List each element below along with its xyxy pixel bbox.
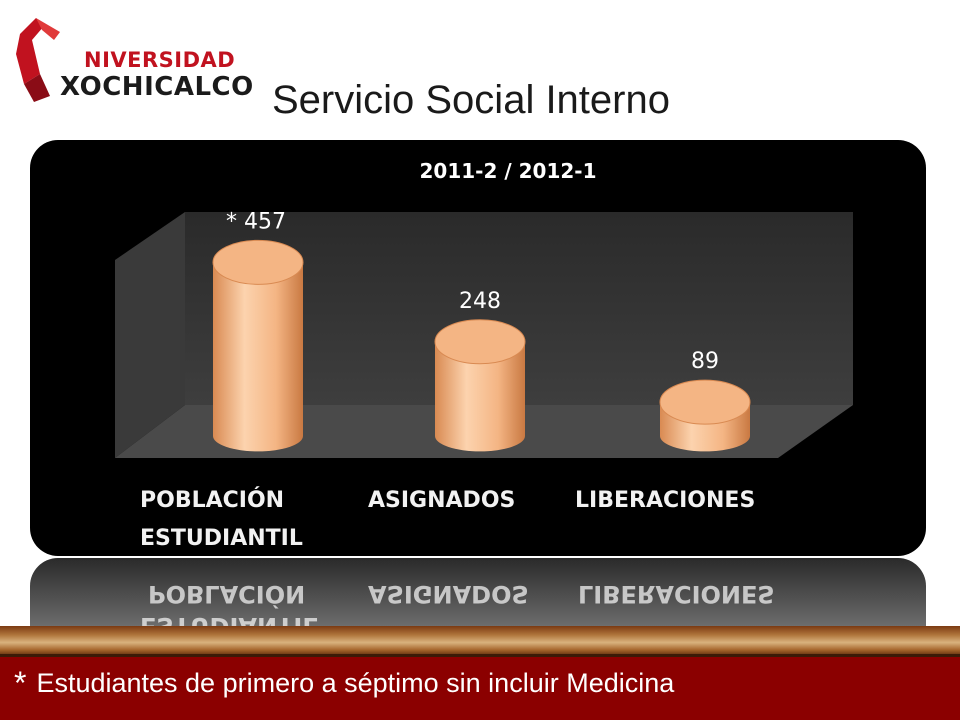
footnote: * Estudiantes de primero a séptimo sin in… (14, 665, 674, 702)
bar-2-cap (434, 319, 526, 365)
bar-3-cap (659, 379, 751, 425)
footer-bar (0, 657, 960, 720)
data-label-1: * 457 (226, 209, 286, 234)
bar-3 (659, 379, 751, 452)
category-label-3-line-1: LIBERACIONES (575, 488, 755, 513)
category-label-1-line-2: ESTUDIANTIL (140, 526, 303, 551)
decorative-band-line (0, 654, 960, 657)
bar-chart: 2011-2 / 2012-1 * 457 248 89 POBLACIÓN ESTU… (115, 159, 853, 551)
reflection-label-3: ASIGNADOS (368, 580, 529, 608)
university-logo: NIVERSIDAD XOCHICALCO (14, 14, 253, 104)
data-label-2: 248 (459, 289, 501, 314)
bar-1 (212, 239, 304, 452)
bar-2 (434, 319, 526, 452)
logo-text-line2: XOCHICALCO (60, 72, 254, 102)
category-label-2-line-1: ASIGNADOS (368, 488, 515, 513)
category-label-1-line-1: POBLACIÓN (140, 487, 284, 513)
reflection-label-4: LIBERACIONES (578, 580, 775, 608)
bar-1-cap (212, 239, 304, 285)
chart-title: 2011-2 / 2012-1 (420, 159, 597, 183)
logo-mark-icon (16, 18, 60, 102)
data-label-3: 89 (691, 349, 719, 374)
reflection-label-1: POBLACIÓN (148, 580, 306, 608)
bar-1-body (213, 262, 303, 452)
footnote-marker: * (14, 665, 27, 701)
plot-side-wall (115, 212, 185, 458)
decorative-band (0, 626, 960, 656)
logo-text-line1: NIVERSIDAD (84, 48, 236, 72)
footnote-text: Estudiantes de primero a séptimo sin inc… (36, 668, 675, 698)
page-title: Servicio Social Interno (272, 78, 670, 122)
chart-panel: 2011-2 / 2012-1 * 457 248 89 POBLACIÓN ESTU… (30, 140, 926, 556)
bar-2-body (435, 341, 525, 452)
